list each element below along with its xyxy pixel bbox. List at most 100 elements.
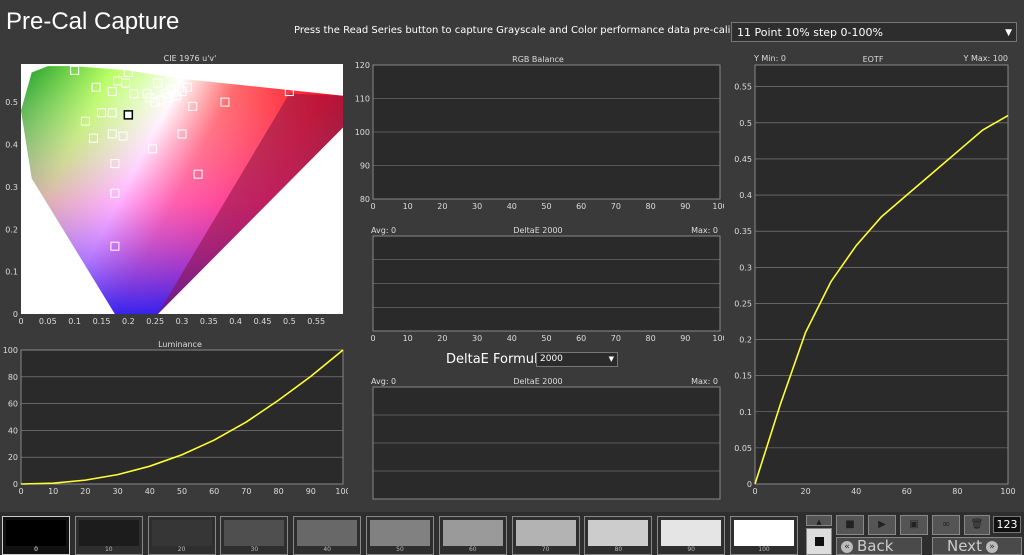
stop-button[interactable]: ■ (836, 515, 864, 535)
eotf-y-tick: 0.2 (739, 336, 752, 345)
rgb-x-tick: 60 (576, 202, 586, 211)
cie-x-tick: 0.05 (39, 317, 57, 326)
de1-x-tick: 0 (370, 334, 375, 343)
gray-patch-90[interactable]: 90 (657, 516, 726, 555)
delete-button[interactable]: 🗑 (964, 515, 990, 535)
eotf-y-tick: 0.5 (739, 119, 752, 128)
stop-big-button[interactable] (806, 528, 832, 555)
cie-measurement-point (80, 116, 90, 126)
rgb-x-tick: 40 (507, 202, 517, 211)
gray-patch-60[interactable]: 60 (438, 516, 507, 555)
rgb-y-tick: 80 (360, 195, 370, 204)
eotf-y-tick: 0.55 (734, 83, 752, 92)
cie-y-tick: 0.2 (5, 225, 18, 234)
eotf-line (754, 114, 1009, 485)
deltae-2-max: Max: 0 (691, 377, 718, 386)
cie-measurement-point (153, 78, 163, 88)
patch-swatch (78, 520, 139, 546)
lum-x-tick: 100 (335, 487, 348, 496)
loop-button[interactable]: ∞ (932, 515, 960, 535)
lum-y-tick: 0 (13, 480, 18, 489)
gray-patch-40[interactable]: 40 (293, 516, 362, 555)
gray-patch-80[interactable]: 80 (584, 516, 653, 555)
eotf-x-tick: 80 (952, 487, 962, 496)
chevron-down-icon: ▼ (1005, 28, 1012, 38)
cie-measurement-point (193, 169, 203, 179)
eotf-y-tick: 0.3 (739, 263, 752, 272)
de1-x-tick: 90 (680, 334, 690, 343)
scroll-up-button[interactable]: ▲ (806, 515, 832, 526)
deltae-2-avg: Avg: 0 (371, 377, 396, 386)
series-select[interactable]: 11 Point 10% step 0-100% ▼ (731, 22, 1017, 42)
next-button[interactable]: Next» (932, 537, 1022, 555)
rgb-x-tick: 80 (646, 202, 656, 211)
cie-measurement-point (188, 101, 198, 111)
patch-label: 50 (396, 546, 404, 553)
luminance-line (20, 349, 344, 485)
save-icon: ▣ (909, 519, 919, 530)
gray-patch-10[interactable]: 10 (74, 516, 143, 555)
cie-measurement-point (284, 87, 294, 97)
play-button[interactable]: ▶ (868, 515, 896, 535)
lum-y-tick: 20 (8, 453, 18, 462)
chevron-down-icon: ▼ (608, 355, 614, 363)
eotf-x-tick: 20 (801, 487, 811, 496)
gray-patch-50[interactable]: 50 (366, 516, 434, 555)
rgb-x-tick: 100 (712, 202, 724, 211)
next-label: Next (947, 537, 982, 555)
cie-measurement-point (88, 133, 98, 143)
loop-icon: ∞ (941, 519, 951, 530)
de1-x-tick: 50 (541, 334, 551, 343)
gray-patch-30[interactable]: 30 (220, 516, 289, 555)
cie-x-tick: 0.5 (283, 317, 296, 326)
cie-measurement-point (118, 131, 128, 141)
cie-x-tick: 0.15 (93, 317, 111, 326)
cie-x-tick: 0 (18, 317, 23, 326)
de1-x-tick: 80 (646, 334, 656, 343)
de1-x-tick: 20 (437, 334, 447, 343)
cie-selected-point (123, 110, 134, 120)
stop-icon (814, 537, 824, 546)
cie-measurement-point (182, 82, 192, 92)
patch-label: 20 (177, 546, 186, 553)
deltae-formula-select[interactable]: 2000 ▼ (536, 352, 618, 367)
stop-icon: ■ (845, 519, 855, 530)
lum-x-tick: 80 (274, 487, 284, 496)
eotf-y-tick: 0 (747, 480, 752, 489)
eotf-chart: Y Min: 0 EOTF Y Max: 100 0 20 40 60 80 100 0 0.… (734, 54, 1015, 496)
gray-patch-20[interactable]: 20 (147, 516, 216, 555)
eotf-y-tick: 0.35 (734, 227, 752, 236)
lum-x-tick: 10 (48, 487, 58, 496)
eotf-y-tick: 0.25 (734, 299, 752, 308)
eotf-y-tick: 0.05 (734, 444, 752, 453)
rgb-y-tick: 120 (355, 61, 370, 70)
save-button[interactable]: ▣ (900, 515, 928, 535)
eotf-x-tick: 100 (1000, 487, 1015, 496)
de1-x-tick: 40 (507, 334, 517, 343)
cie-measurement-point (121, 78, 131, 88)
gray-patch-100[interactable]: 100 (730, 516, 798, 555)
lum-y-tick: 100 (3, 346, 18, 355)
luminance-chart: Luminance 0 10 20 30 40 50 60 70 80 90 100 0 20 40 60 8… (3, 340, 348, 496)
de1-x-tick: 100 (712, 334, 724, 343)
gray-patch-0[interactable]: 0 (2, 516, 70, 555)
gray-patch-70[interactable]: 70 (511, 516, 580, 555)
cie-measurement-point (70, 65, 80, 75)
lum-y-tick: 80 (8, 373, 18, 382)
rgb-y-tick: 90 (360, 162, 370, 171)
deltae-formula-label: DeltaE Formula (446, 352, 546, 367)
cie-measurement-point (156, 95, 166, 105)
patch-swatch (515, 520, 576, 546)
back-button[interactable]: « Back (836, 537, 922, 555)
cie-measurement-point (91, 82, 101, 92)
rgb-balance-title: RGB Balance (512, 55, 564, 64)
cie-y-tick: 0.4 (5, 141, 18, 150)
eotf-y-tick: 0.1 (739, 408, 752, 417)
eotf-x-tick: 60 (902, 487, 912, 496)
cie-measurement-point (220, 97, 230, 107)
lum-x-tick: 20 (80, 487, 90, 496)
patch-label: 70 (541, 546, 550, 553)
patch-swatch (6, 520, 66, 546)
cie-chart-title: CIE 1976 u'v' (164, 54, 217, 63)
patch-swatch (297, 520, 358, 546)
